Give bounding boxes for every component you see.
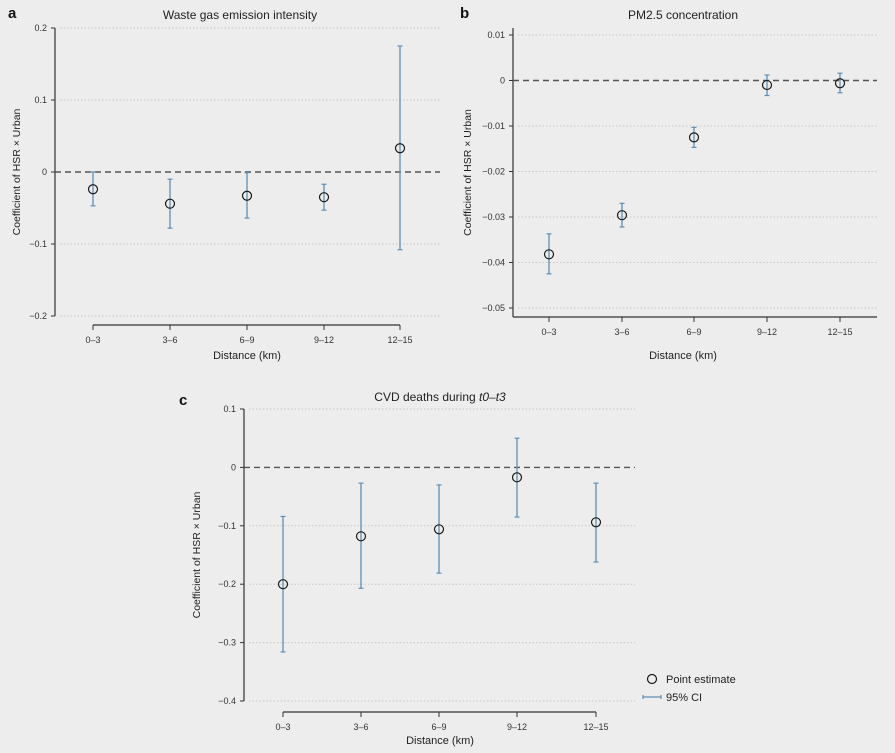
point-estimate xyxy=(761,79,773,91)
y-tick-label: −0.1 xyxy=(29,239,47,249)
y-tick-label: −0.04 xyxy=(482,258,505,268)
y-tick-label: 0 xyxy=(500,76,505,86)
legend-point-icon xyxy=(646,673,658,685)
y-tick-label: −0.2 xyxy=(218,579,236,589)
point-estimate xyxy=(164,198,176,209)
point-estimate xyxy=(87,184,99,195)
y-tick-label: −0.02 xyxy=(482,167,505,177)
y-tick-label: 0.1 xyxy=(34,95,47,105)
x-tick-label: 6–9 xyxy=(431,722,446,732)
legend: Point estimate 95% CI xyxy=(642,673,736,704)
legend-ci-label: 95% CI xyxy=(666,692,702,704)
panel-letter: c xyxy=(179,392,187,409)
panel-b: b PM2.5 concentration 0.01 0 −0.01 −0.02 −0.03… xyxy=(460,5,877,362)
chart-title: Waste gas emission intensity xyxy=(163,8,317,22)
panel-a: a Waste gas emission intensity 0.2 0.1 0 −0.1… xyxy=(8,5,440,362)
y-tick-label: 0.1 xyxy=(223,404,236,414)
x-tick-label: 6–9 xyxy=(239,335,254,345)
x-tick-label: 0–3 xyxy=(541,327,556,337)
y-tick-label: 0 xyxy=(42,167,47,177)
point-estimate xyxy=(355,531,367,542)
y-tick-label: 0 xyxy=(231,462,236,472)
x-tick-label: 3–6 xyxy=(353,722,368,732)
chart-title: PM2.5 concentration xyxy=(628,8,738,22)
x-tick-label: 3–6 xyxy=(614,327,629,337)
point-estimate xyxy=(394,143,406,154)
point-estimate xyxy=(543,249,555,260)
point-estimate xyxy=(511,472,523,483)
point-estimate xyxy=(616,210,628,221)
y-tick-label: −0.1 xyxy=(218,521,236,531)
x-axis-label: Distance (km) xyxy=(213,350,281,362)
y-axis-label: Coefficient of HSR × Urban xyxy=(462,109,474,236)
x-tick-label: 12–15 xyxy=(583,722,608,732)
y-tick-label: −0.01 xyxy=(482,121,505,131)
point-estimate xyxy=(277,579,289,590)
x-tick-label: 9–12 xyxy=(757,327,777,337)
x-axis-label: Distance (km) xyxy=(649,350,717,362)
panel-c: c CVD deaths during t0–t3 0.1 0 −0.1 −0.2 −0.3… xyxy=(179,390,736,747)
chart-title-text: Waste gas emission intensity xyxy=(163,8,317,22)
x-tick-label: 9–12 xyxy=(314,335,334,345)
y-tick-label: 0.01 xyxy=(487,30,505,40)
point-estimate xyxy=(241,190,253,201)
panel-letter: b xyxy=(460,5,469,22)
point-estimate xyxy=(834,78,846,89)
panel-letter: a xyxy=(8,5,17,22)
y-tick-label: −0.2 xyxy=(29,311,47,321)
point-estimate xyxy=(433,524,445,535)
y-axis-label: Coefficient of HSR × Urban xyxy=(191,491,203,618)
legend-point-label: Point estimate xyxy=(666,674,736,686)
x-tick-label: 0–3 xyxy=(85,335,100,345)
point-estimate xyxy=(688,132,700,143)
chart-title-italic: t0–t3 xyxy=(479,390,506,404)
point-estimate xyxy=(590,517,602,528)
y-tick-label: 0.2 xyxy=(34,23,47,33)
y-tick-label: −0.05 xyxy=(482,303,505,313)
y-tick-label: −0.3 xyxy=(218,638,236,648)
point-estimate xyxy=(318,192,330,203)
x-tick-label: 12–15 xyxy=(827,327,852,337)
x-tick-label: 6–9 xyxy=(686,327,701,337)
x-tick-label: 9–12 xyxy=(507,722,527,732)
x-tick-label: 12–15 xyxy=(387,335,412,345)
y-axis-label: Coefficient of HSR × Urban xyxy=(11,108,23,235)
x-tick-label: 0–3 xyxy=(275,722,290,732)
y-tick-label: −0.03 xyxy=(482,212,505,222)
y-tick-label: −0.4 xyxy=(218,696,236,706)
x-axis-label: Distance (km) xyxy=(406,735,474,747)
chart-title: CVD deaths during t0–t3 xyxy=(374,390,506,404)
chart-title-text: PM2.5 concentration xyxy=(628,8,738,22)
chart-title-text: CVD deaths during xyxy=(374,390,479,404)
x-tick-label: 3–6 xyxy=(162,335,177,345)
